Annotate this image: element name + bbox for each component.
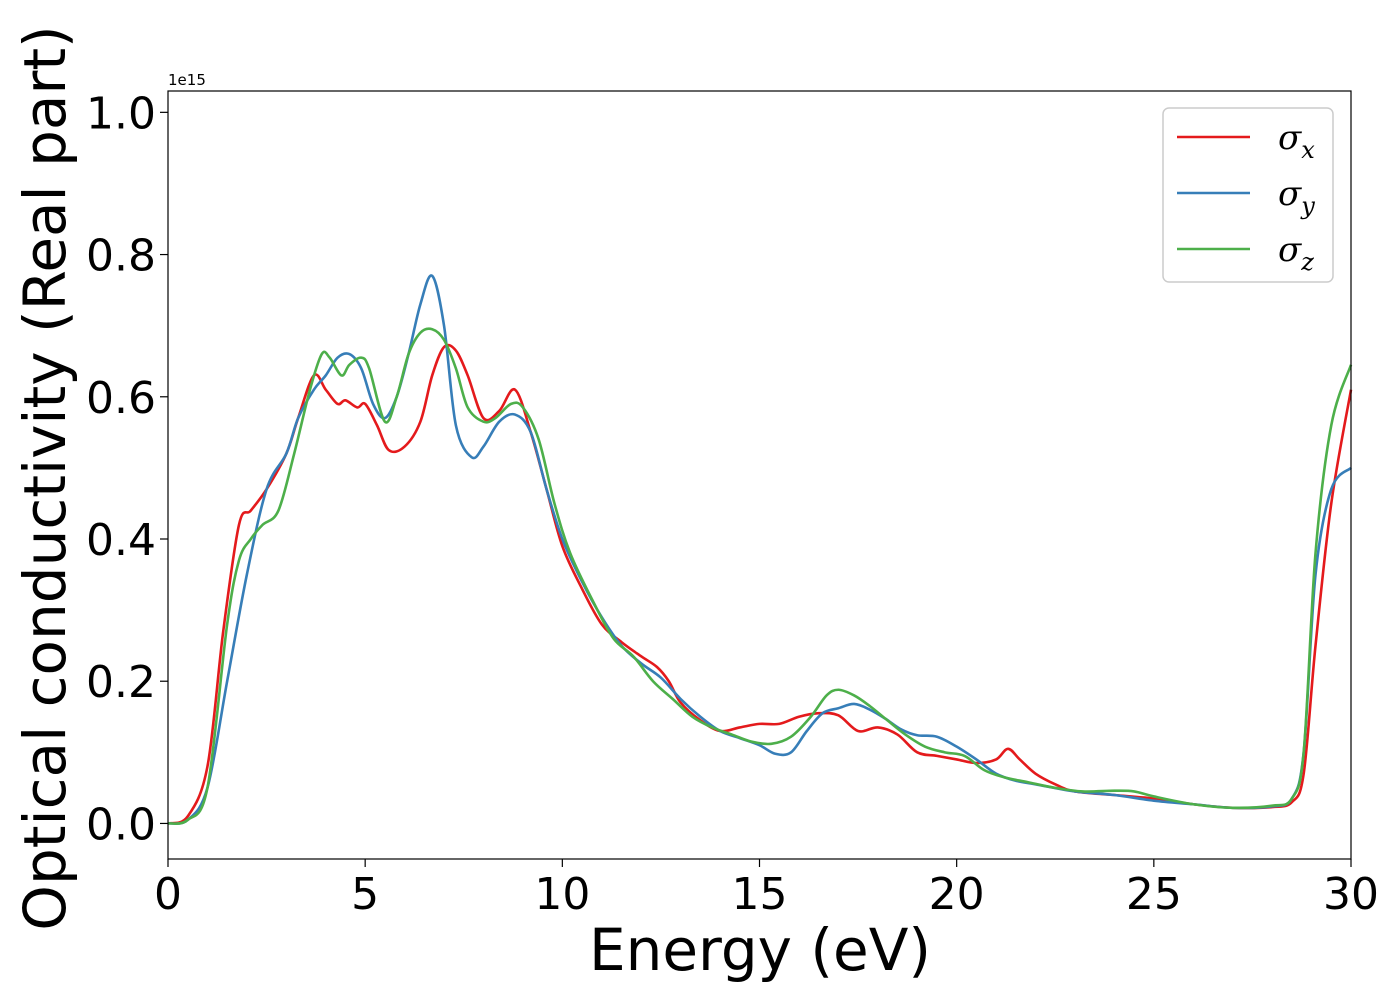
legend-subscript: x	[1301, 136, 1315, 164]
legend-symbol: σ	[1278, 230, 1302, 270]
legend-label-x: σx	[1278, 118, 1315, 164]
x-tick-label: 30	[1323, 869, 1379, 920]
y-tick-label: 0.0	[86, 799, 156, 850]
y-tick-label: 0.8	[86, 231, 156, 282]
y-tick-label: 0.6	[86, 373, 156, 424]
legend-subscript: z	[1300, 248, 1314, 276]
series-line-z	[167, 327, 1353, 825]
series-layer	[167, 274, 1353, 825]
y-axis-label: Optical conductivity (Real part)	[11, 25, 79, 930]
y-offset-label: 1e15	[168, 71, 206, 89]
x-axis: 0 5 10 15 20 25 30	[154, 859, 1379, 920]
legend-subscript: y	[1300, 192, 1315, 220]
legend-symbol: σ	[1278, 118, 1302, 158]
x-tick-label: 20	[929, 869, 985, 920]
x-axis-label: Energy (eV)	[589, 916, 931, 984]
y-tick-label: 0.4	[86, 515, 156, 566]
legend-label-z: σz	[1278, 230, 1314, 276]
x-tick-label: 25	[1126, 869, 1182, 920]
x-tick-label: 15	[732, 869, 788, 920]
legend-symbol: σ	[1278, 174, 1302, 214]
legend-label-y: σy	[1278, 174, 1315, 220]
y-tick-label: 0.2	[86, 657, 156, 708]
legend-box	[1162, 107, 1334, 283]
y-tick-label: 1.0	[86, 88, 156, 139]
x-tick-label: 0	[154, 869, 182, 920]
x-tick-label: 10	[534, 869, 590, 920]
x-tick-label: 5	[351, 869, 379, 920]
y-axis: 0.0 0.2 0.4 0.6 0.8 1.0	[86, 88, 168, 850]
